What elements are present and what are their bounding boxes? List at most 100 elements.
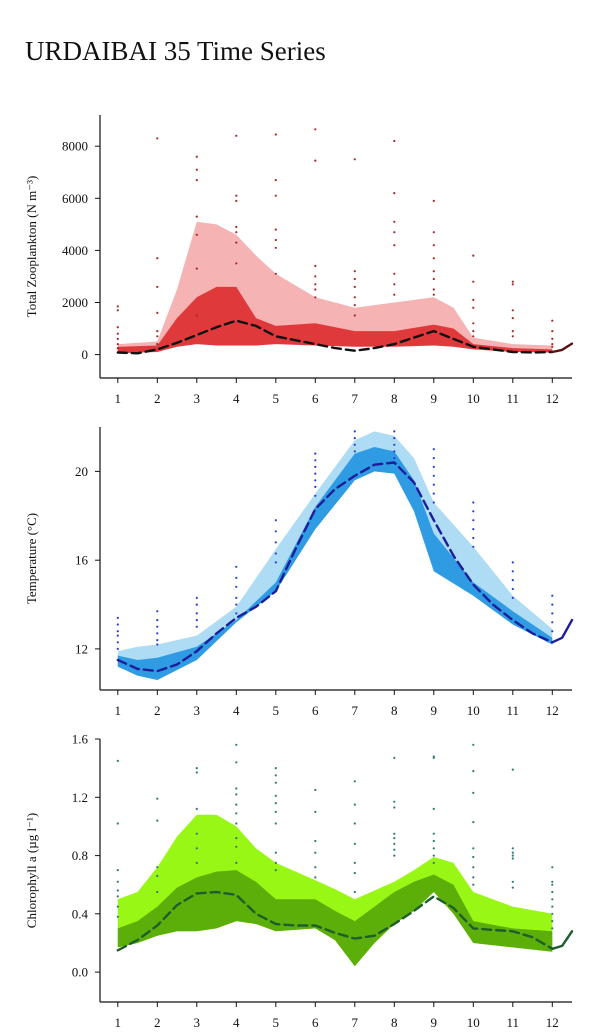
data-point: [432, 756, 435, 760]
data-point: [432, 861, 435, 865]
data-point: [235, 603, 238, 606]
inner-range-band: [117, 286, 553, 354]
x-tick-label: 11: [507, 703, 520, 718]
data-point: [274, 530, 277, 533]
data-point: [393, 443, 396, 446]
data-point: [195, 233, 198, 236]
data-point: [314, 275, 317, 278]
x-tick-label: 5: [273, 391, 280, 406]
median-line: [116, 890, 554, 952]
data-point: [393, 854, 396, 857]
data-point: [116, 905, 119, 908]
data-point: [116, 641, 119, 644]
data-point: [274, 861, 277, 865]
data-point: [472, 791, 475, 795]
data-point: [116, 915, 119, 918]
data-point: [195, 847, 198, 850]
x-tick-label: 4: [233, 703, 240, 718]
data-point: [116, 332, 119, 335]
data-point: [511, 317, 514, 320]
data-point: [195, 767, 198, 770]
data-point: [353, 443, 356, 446]
data-point: [274, 851, 277, 854]
data-point: [274, 869, 277, 872]
data-point: [156, 874, 159, 878]
x-tick-label: 6: [312, 1015, 319, 1030]
data-point: [353, 803, 356, 806]
data-point: [116, 647, 119, 651]
x-tick-label: 9: [431, 391, 438, 406]
data-point: [274, 519, 277, 522]
data-point: [472, 545, 475, 548]
data-point: [511, 309, 514, 312]
data-point: [235, 241, 238, 244]
data-point: [116, 630, 119, 633]
data-point: [156, 797, 159, 800]
data-point: [353, 842, 356, 846]
data-point: [116, 343, 119, 346]
data-point: [195, 832, 198, 835]
data-point: [551, 319, 554, 322]
median-line: [116, 461, 554, 673]
data-point: [393, 837, 396, 840]
data-point: [156, 343, 159, 346]
data-point: [156, 257, 159, 260]
data-point: [195, 596, 198, 600]
data-point: [511, 570, 514, 573]
data-point: [393, 457, 396, 460]
x-tick-label: 11: [507, 391, 520, 406]
data-point: [393, 244, 396, 247]
data-point: [551, 927, 554, 930]
data-point: [353, 861, 356, 865]
data-point: [432, 293, 435, 296]
data-point: [235, 822, 238, 825]
x-tick-label: 7: [352, 1015, 359, 1030]
data-point: [195, 625, 198, 628]
x-tick-label: 1: [115, 391, 122, 406]
x-tick-label: 12: [546, 1015, 559, 1030]
data-point: [195, 861, 198, 865]
data-point: [472, 770, 475, 773]
data-point: [235, 199, 238, 202]
data-point: [432, 465, 435, 468]
data-point: [314, 485, 317, 488]
data-point: [116, 623, 119, 626]
x-tick-label: 7: [352, 703, 359, 718]
data-point: [472, 855, 475, 859]
data-point: [314, 494, 317, 497]
data-point: [551, 890, 554, 894]
data-point: [314, 788, 317, 792]
data-point: [314, 839, 317, 843]
data-point: [432, 847, 435, 850]
x-tick-label: 1: [115, 703, 122, 718]
data-point: [116, 616, 119, 620]
data-point: [195, 267, 198, 270]
data-point: [274, 810, 277, 814]
data-point: [314, 128, 317, 131]
x-tick-label: 2: [154, 391, 161, 406]
data-point: [274, 194, 277, 197]
y-tick-label: 1.2: [72, 790, 88, 805]
data-point: [353, 158, 356, 161]
data-point: [314, 479, 317, 482]
y-axis-label: Temperature (°C): [24, 513, 39, 604]
data-point: [235, 585, 238, 588]
data-point: [274, 228, 277, 231]
data-point: [393, 848, 396, 851]
data-point: [511, 335, 514, 338]
data-point: [432, 270, 435, 273]
data-point: [314, 288, 317, 291]
data-point: [235, 837, 238, 840]
data-point: [472, 536, 475, 540]
data-point: [472, 743, 475, 746]
data-point: [235, 845, 238, 848]
data-point: [432, 288, 435, 291]
x-tick-label: 3: [194, 703, 201, 718]
data-point: [393, 220, 396, 223]
data-point: [116, 309, 119, 312]
data-point: [156, 639, 159, 642]
data-point: [393, 832, 396, 835]
data-point: [353, 314, 356, 317]
data-point: [116, 895, 119, 898]
